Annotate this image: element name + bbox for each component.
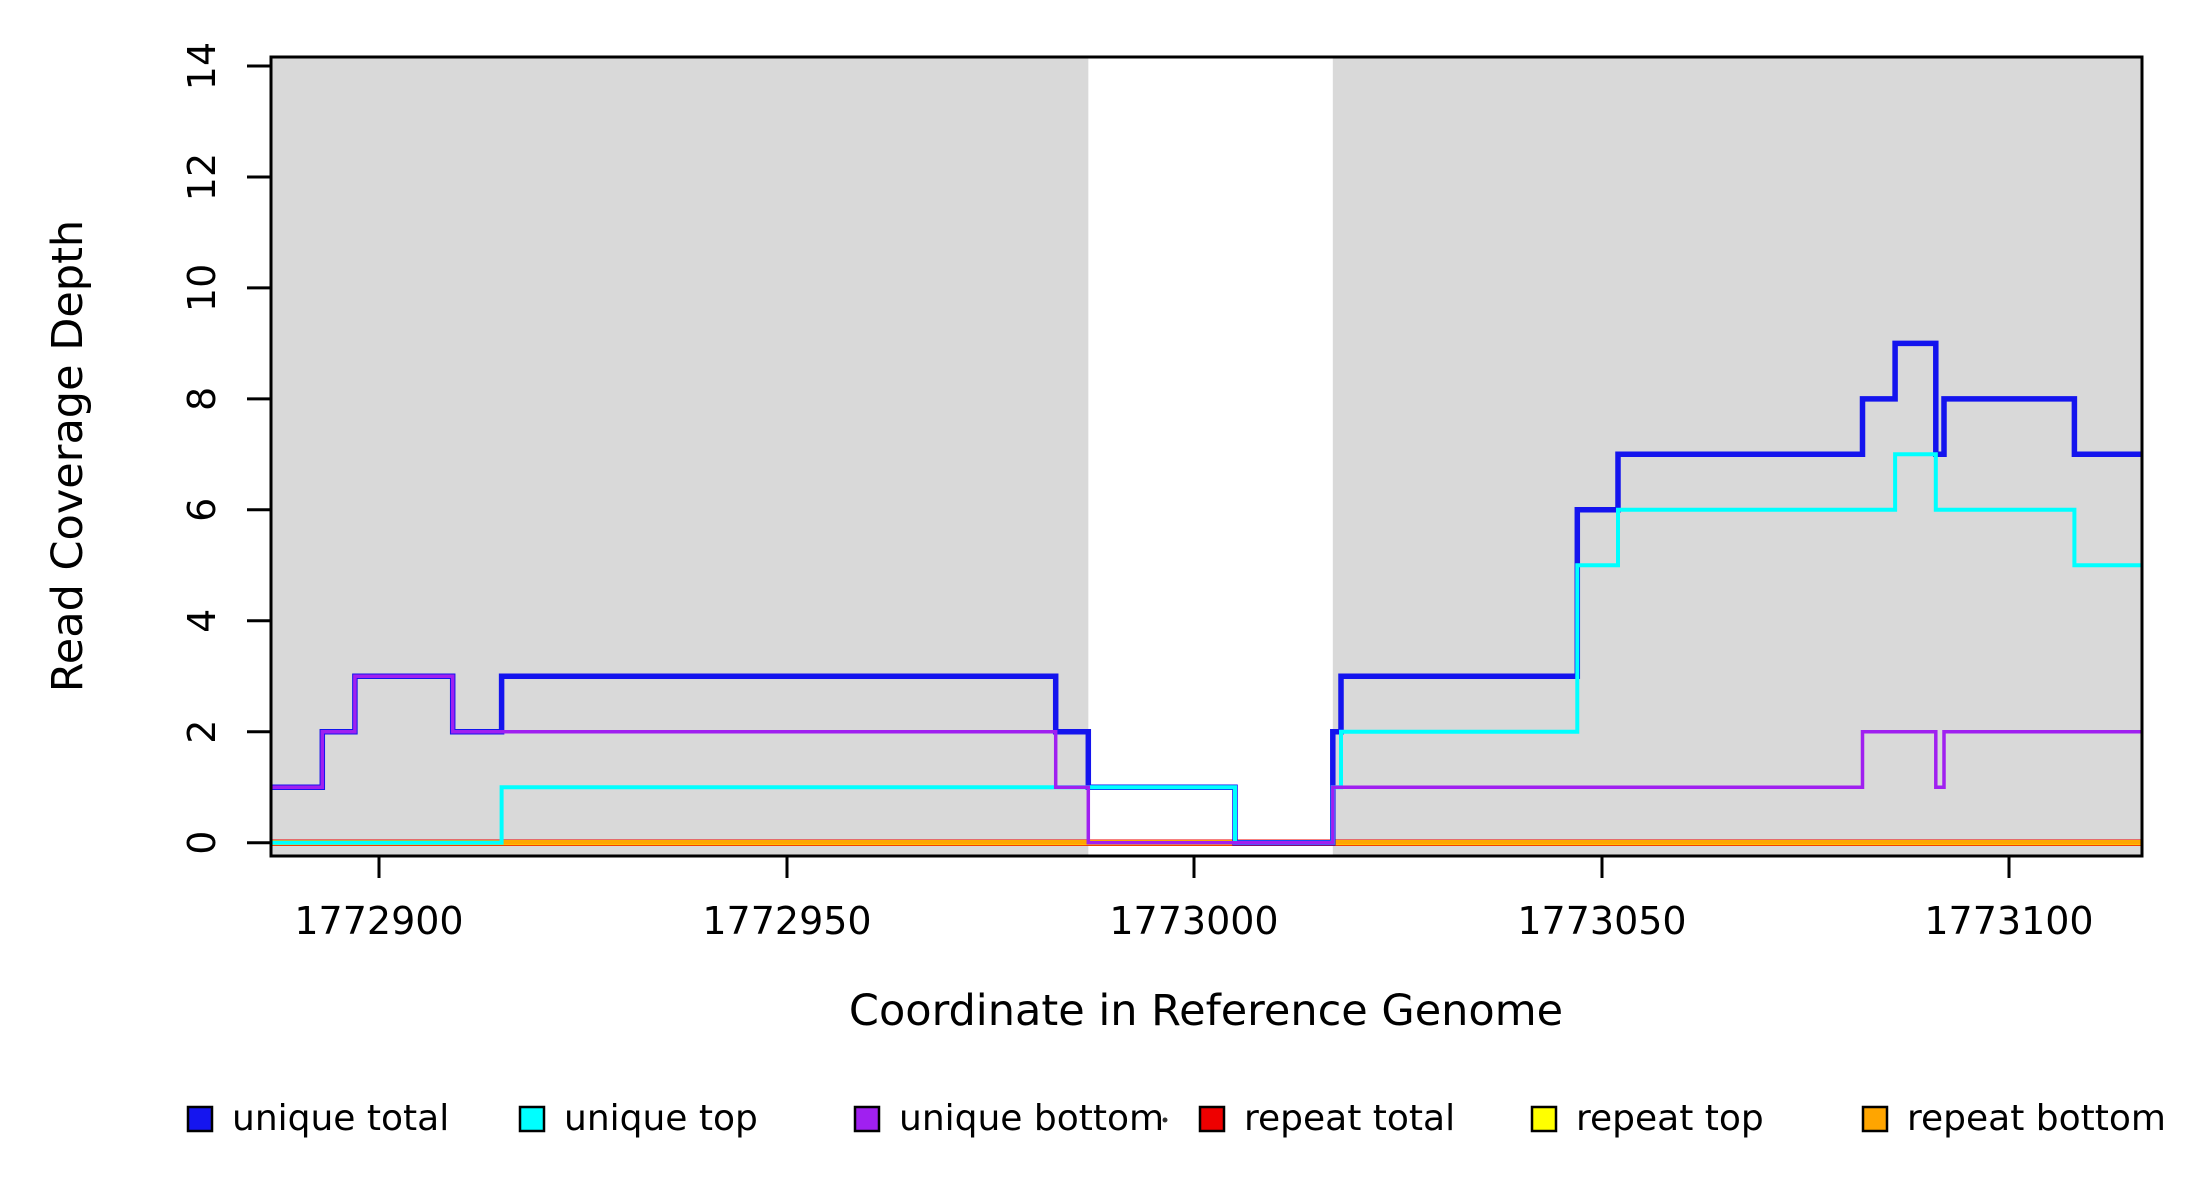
x-tick-label: 1773100 <box>1924 899 2093 943</box>
y-tick-label: 6 <box>180 498 224 522</box>
x-tick-label: 1772950 <box>702 899 871 943</box>
legend-label: unique total <box>232 1098 449 1139</box>
x-tick-labels: 1772900 1772950 1773000 1773050 1773100 <box>294 899 2093 943</box>
legend-swatch-repeat-total <box>1198 1105 1226 1133</box>
shaded-region <box>271 57 1089 856</box>
y-tick-label: 12 <box>180 153 224 201</box>
stray-dot <box>1162 1117 1168 1123</box>
series-unique-bottom <box>271 674 2142 845</box>
y-tick-labels: 0 2 4 6 8 10 12 14 <box>180 42 224 855</box>
y-tick-label: 0 <box>180 831 224 855</box>
x-axis-title: Coordinate in Reference Genome <box>849 986 1563 1036</box>
x-tick-label: 1773050 <box>1517 899 1686 943</box>
legend-swatch-repeat-top <box>1530 1105 1558 1133</box>
y-axis-title: Read Coverage Depth <box>43 220 93 692</box>
legend-item-unique-bottom: unique bottom <box>853 1098 1164 1139</box>
legend-item-unique-top: unique top <box>518 1098 758 1139</box>
legend-swatch-unique-bottom <box>853 1105 881 1133</box>
axis-ticks <box>247 64 2011 878</box>
legend-label: unique bottom <box>899 1098 1164 1139</box>
data-series-layer <box>271 340 2142 846</box>
series-unique-top <box>271 452 2142 845</box>
y-tick-label: 14 <box>180 42 224 90</box>
x-tick-label: 1772900 <box>294 899 463 943</box>
legend-swatch-unique-total <box>186 1105 214 1133</box>
legend-label: repeat bottom <box>1907 1098 2166 1139</box>
legend-item-unique-total: unique total <box>186 1098 449 1139</box>
legend: unique total unique top unique bottom re… <box>186 1098 2166 1139</box>
legend-item-repeat-top: repeat top <box>1530 1098 1764 1139</box>
y-tick-label: 10 <box>180 264 224 312</box>
legend-item-repeat-bottom: repeat bottom <box>1861 1098 2166 1139</box>
legend-item-repeat-total: repeat total <box>1198 1098 1455 1139</box>
x-tick-label: 1773000 <box>1109 899 1278 943</box>
legend-swatch-unique-top <box>518 1105 546 1133</box>
y-tick-label: 4 <box>180 609 224 633</box>
y-tick-label: 8 <box>180 387 224 411</box>
legend-swatch-repeat-bottom <box>1861 1105 1889 1133</box>
shaded-regions-layer <box>271 57 2142 856</box>
legend-label: unique top <box>564 1098 758 1139</box>
legend-label: repeat total <box>1244 1098 1455 1139</box>
plot-box <box>269 55 2144 858</box>
legend-label: repeat top <box>1576 1098 1764 1139</box>
y-tick-label: 2 <box>180 720 224 744</box>
